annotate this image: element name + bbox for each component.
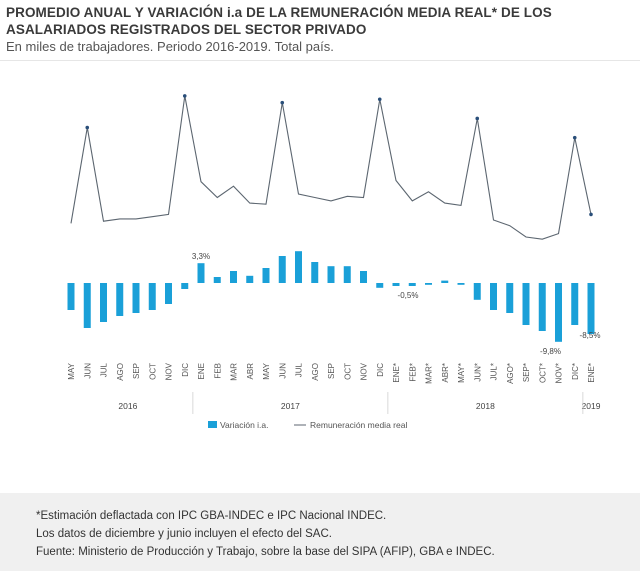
- x-tick-label-8: ENE: [197, 363, 206, 379]
- bar-6: [165, 283, 172, 304]
- x-tick-label-32: ENE*: [587, 363, 596, 383]
- legend-label-line: Remuneración media real: [310, 420, 407, 430]
- line-peak-point-19: [377, 97, 382, 102]
- x-tick-label-10: MAR: [230, 363, 239, 381]
- bar-26: [490, 283, 497, 310]
- title-divider: [0, 60, 640, 61]
- bar-14: [295, 251, 302, 283]
- line-peak-point-13: [280, 100, 285, 105]
- bar-22: [425, 283, 432, 285]
- x-tick-label-15: AGO: [311, 363, 320, 381]
- bar-17: [343, 266, 351, 283]
- bar-25: [473, 283, 481, 300]
- x-tick-label-25: JUN*: [473, 363, 482, 382]
- x-tick-label-9: FEB: [213, 363, 222, 379]
- line-end-point: [589, 212, 593, 217]
- bar-8: [197, 263, 205, 283]
- x-tick-label-14: JUL: [295, 362, 304, 377]
- bar-3: [116, 283, 124, 316]
- bar-31: [571, 283, 579, 325]
- bar-24: [457, 283, 465, 285]
- x-tick-label-11: ABR: [246, 363, 255, 380]
- bar-9: [213, 277, 221, 283]
- bar-16: [327, 266, 335, 283]
- bar-32: [587, 283, 595, 334]
- x-tick-label-19: DIC: [376, 363, 385, 377]
- year-label-2017: 2017: [281, 401, 300, 411]
- x-tick-label-17: OCT: [343, 363, 352, 380]
- x-tick-label-16: SEP: [327, 363, 336, 379]
- bar-0: [67, 283, 75, 310]
- bar-13: [278, 256, 286, 283]
- x-tick-label-24: MAY*: [457, 363, 466, 383]
- x-tick-label-28: SEP*: [522, 363, 531, 382]
- x-tick-label-4: SEP: [132, 363, 141, 379]
- footer-note-1: *Estimación deflactada con IPC GBA-INDEC…: [36, 510, 387, 522]
- bar-5: [148, 283, 156, 310]
- bar-23: [441, 280, 449, 283]
- line-peak-point-1: [85, 125, 90, 130]
- x-tick-label-18: NOV: [360, 362, 369, 380]
- bar-15: [311, 262, 319, 283]
- x-tick-label-30: NOV*: [555, 363, 564, 383]
- data-label-30: -9,8%: [540, 347, 561, 356]
- data-label-32: -8,5%: [580, 331, 601, 340]
- legend-label-bar: Variación i.a.: [220, 420, 269, 430]
- bar-19: [376, 283, 384, 288]
- bar-10: [230, 271, 237, 283]
- bar-2: [100, 283, 107, 322]
- bar-27: [506, 283, 514, 313]
- chart-canvas: 3,3% -0,5% -9,8% -8,5% MAY JUN JUL AGO SEP OCT NOV…: [67, 94, 601, 430]
- x-tick-label-2: JUL: [100, 362, 109, 377]
- x-tick-label-31: DIC*: [571, 363, 580, 380]
- bar-18: [360, 271, 367, 283]
- x-tick-label-21: FEB*: [408, 363, 417, 382]
- data-label-8: 3,3%: [192, 252, 210, 261]
- bar-12: [262, 268, 270, 283]
- bar-1: [83, 283, 91, 328]
- x-tick-label-13: JUN: [278, 363, 287, 379]
- x-tick-label-12: MAY: [262, 362, 271, 379]
- line-peak-point-7: [182, 94, 187, 98]
- bar-29: [538, 283, 546, 331]
- bar-30: [555, 283, 562, 342]
- bar-28: [522, 283, 530, 325]
- line-peak-point-25: [475, 116, 480, 121]
- year-label-2018: 2018: [476, 401, 495, 411]
- x-tick-label-26: JUL*: [490, 363, 499, 380]
- legend-swatch-bar: [208, 421, 217, 428]
- line-peak-point-31: [572, 135, 577, 140]
- data-label-20: -0,5%: [398, 291, 419, 300]
- x-tick-label-20: ENE*: [392, 363, 401, 383]
- x-tick-label-22: MAR*: [425, 363, 434, 384]
- x-tick-label-6: NOV: [165, 362, 174, 380]
- year-label-2016: 2016: [118, 401, 137, 411]
- x-tick-label-27: AGO*: [506, 363, 515, 384]
- x-tick-label-5: OCT: [148, 363, 157, 380]
- footer-notes: *Estimación deflactada con IPC GBA-INDEC…: [0, 493, 640, 571]
- chart-subtitle: En miles de trabajadores. Periodo 2016-2…: [6, 39, 334, 54]
- x-tick-label-1: JUN: [83, 363, 92, 379]
- x-tick-label-7: DIC: [181, 363, 190, 377]
- x-tick-label-29: OCT*: [538, 363, 547, 383]
- bar-21: [408, 283, 416, 286]
- bar-7: [181, 283, 189, 289]
- x-tick-label-0: MAY: [67, 362, 76, 379]
- footer-note-2: Los datos de diciembre y junio incluyen …: [36, 528, 332, 540]
- x-tick-label-23: ABR*: [441, 363, 450, 383]
- bar-4: [132, 283, 140, 313]
- bar-20: [392, 283, 400, 286]
- chart-title: PROMEDIO ANUAL Y VARIACIÓN i.a DE LA REM…: [6, 5, 552, 37]
- line-remuneracion: [70, 95, 592, 240]
- bar-11: [246, 275, 254, 283]
- year-label-2019: 2019: [582, 401, 601, 411]
- x-tick-label-3: AGO: [116, 363, 125, 381]
- footer-source: Fuente: Ministerio de Producción y Traba…: [36, 546, 495, 558]
